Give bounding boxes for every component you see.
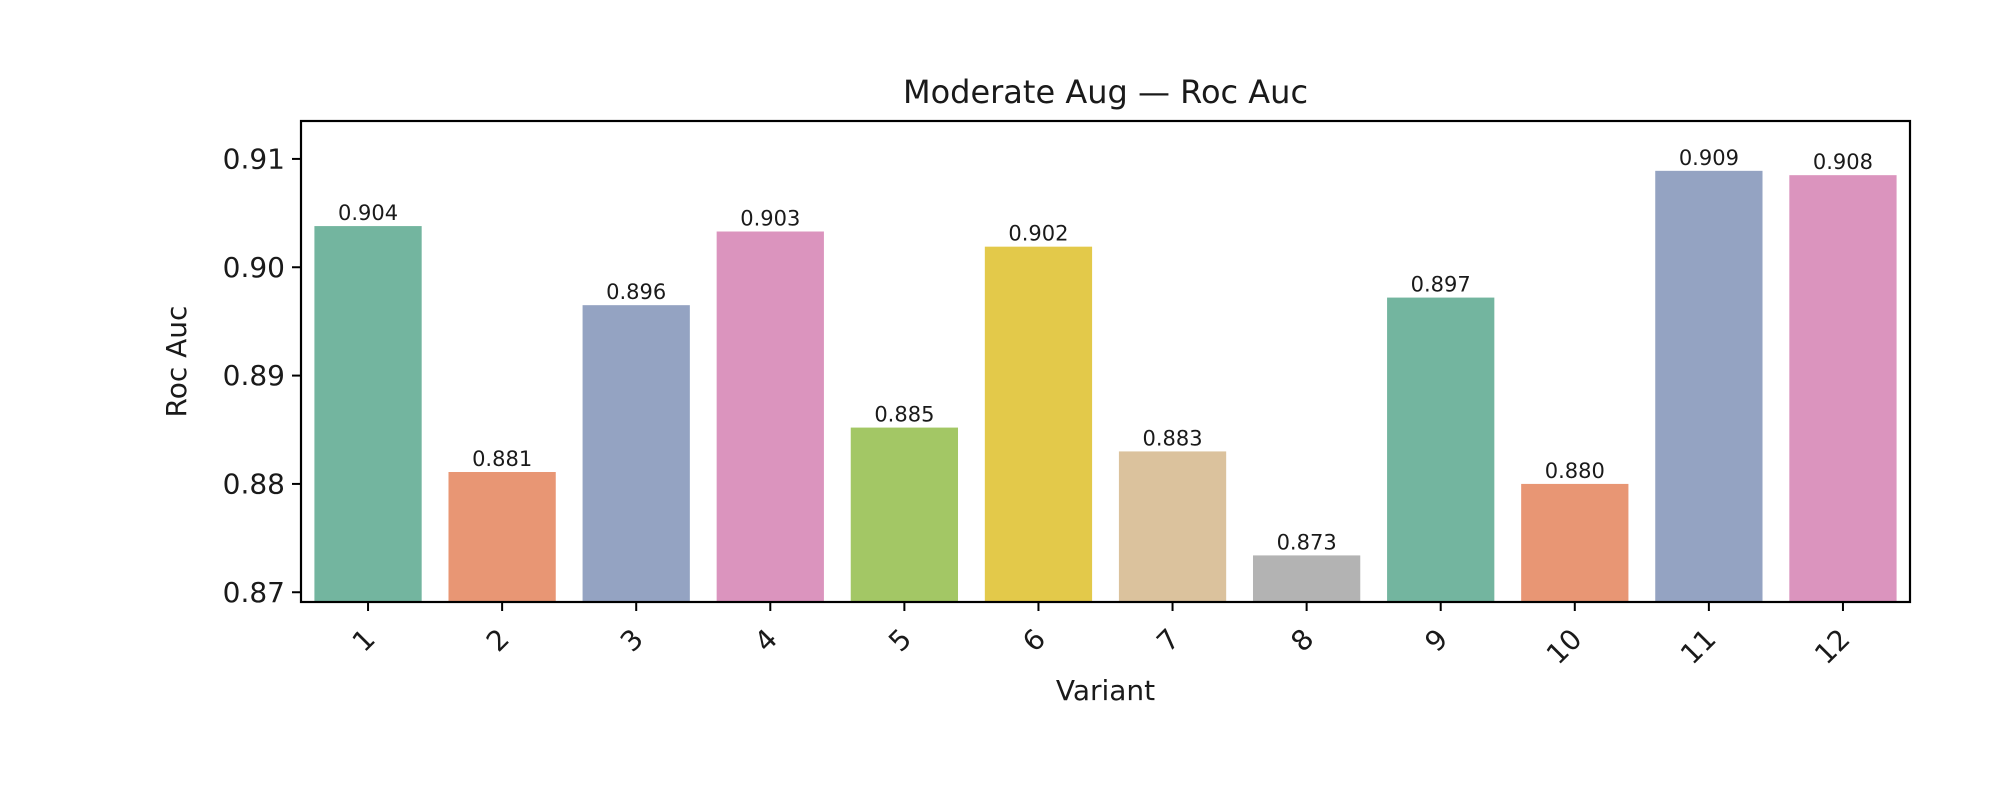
bar-9 [1387, 297, 1495, 602]
x-tick-label-8: 8 [1284, 622, 1320, 658]
data-label-7: 0.883 [1142, 426, 1202, 450]
y-axis: 0.87 0.88 0.89 0.90 0.91 [223, 142, 301, 609]
bars [314, 170, 1897, 603]
chart-title: Moderate Aug — Roc Auc [903, 73, 1308, 111]
y-tick-label-0.89: 0.89 [223, 359, 285, 392]
y-tick-label-0.91: 0.91 [223, 142, 285, 175]
data-label-8: 0.873 [1277, 530, 1337, 554]
x-tick-label-5: 5 [882, 622, 918, 658]
bar-10 [1521, 483, 1629, 602]
x-tick-label-12: 12 [1808, 622, 1857, 671]
data-label-10: 0.880 [1545, 459, 1605, 483]
bar-12 [1789, 175, 1897, 602]
data-labels: 0.904 0.881 0.896 0.903 0.885 0.902 0.883 0.873… [338, 146, 1873, 555]
data-label-4: 0.903 [740, 207, 800, 231]
data-label-6: 0.902 [1008, 222, 1068, 246]
x-axis: 1 2 3 4 5 6 7 8 9 10 11 12 [346, 602, 1857, 671]
data-label-12: 0.908 [1813, 150, 1873, 174]
data-label-3: 0.896 [606, 280, 666, 304]
x-tick-label-4: 4 [748, 622, 784, 658]
x-tick-label-7: 7 [1150, 622, 1186, 658]
bar-2 [448, 472, 556, 602]
bar-3 [582, 305, 690, 602]
x-tick-label-11: 11 [1674, 622, 1723, 671]
x-axis-label: Variant [1056, 674, 1155, 707]
y-axis-label: Roc Auc [160, 306, 193, 418]
bar-4 [716, 231, 824, 602]
x-tick-label-2: 2 [480, 622, 516, 658]
x-tick-label-3: 3 [614, 622, 650, 658]
bar-6 [984, 246, 1093, 602]
data-label-2: 0.881 [472, 447, 532, 471]
bar-11 [1655, 170, 1763, 603]
x-tick-label-6: 6 [1016, 622, 1052, 658]
y-tick-label-0.90: 0.90 [223, 251, 285, 284]
data-label-9: 0.897 [1411, 273, 1471, 297]
x-tick-label-1: 1 [346, 622, 382, 658]
x-tick-label-10: 10 [1540, 622, 1589, 671]
data-label-5: 0.885 [874, 403, 934, 427]
y-tick-label-0.87: 0.87 [223, 576, 285, 609]
bar-1 [314, 226, 422, 603]
bar-7 [1118, 451, 1227, 602]
x-tick-label-9: 9 [1418, 622, 1454, 658]
y-tick-label-0.88: 0.88 [223, 467, 285, 500]
data-label-1: 0.904 [338, 201, 398, 225]
bar-8 [1252, 555, 1361, 602]
bar-5 [850, 427, 959, 602]
data-label-11: 0.909 [1679, 146, 1739, 170]
plot-frame [299, 119, 1912, 604]
